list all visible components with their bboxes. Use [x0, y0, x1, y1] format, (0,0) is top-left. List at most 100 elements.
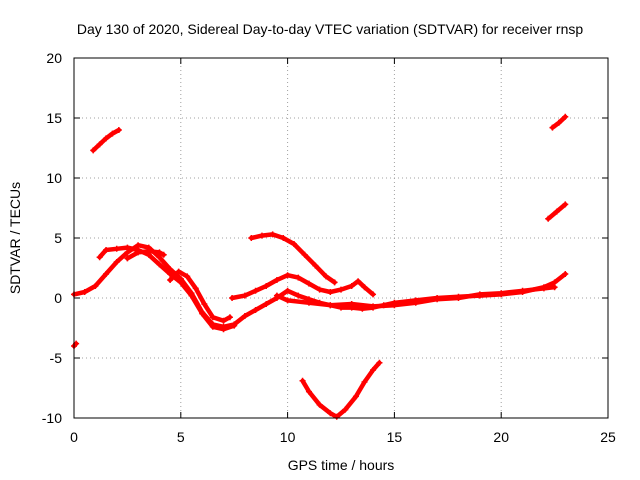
data-point [124, 244, 131, 251]
data-point [545, 215, 552, 222]
data-point [273, 277, 280, 283]
data-point [370, 303, 377, 310]
series-line [300, 360, 382, 420]
data-point [555, 119, 562, 126]
data-point [113, 245, 120, 252]
x-tick-label: 20 [493, 429, 509, 445]
data-point [316, 286, 323, 293]
data-point [338, 286, 344, 293]
data-point [199, 310, 206, 317]
data-point [562, 201, 569, 208]
data-point [252, 307, 259, 313]
data-marks [71, 113, 569, 420]
axis-ticks: 0 5 10 15 20 25 -10 -5 0 5 10 15 20 [42, 50, 616, 445]
data-point [291, 241, 298, 247]
data-point [167, 271, 174, 277]
chart-title: Day 130 of 2020, Sidereal Day-to-day VTE… [77, 21, 583, 37]
series-arc-5 [124, 248, 167, 262]
data-point [312, 262, 319, 269]
x-tick-label: 5 [177, 429, 185, 445]
data-point [177, 279, 184, 286]
series-arc-12 [549, 113, 569, 131]
data-point [156, 261, 163, 268]
data-point [263, 283, 270, 289]
data-point [327, 410, 334, 417]
data-point [90, 147, 97, 154]
y-tick-label: -10 [42, 410, 62, 426]
data-point [96, 254, 103, 261]
data-point [333, 413, 340, 420]
data-point [305, 299, 312, 306]
data-point [231, 322, 238, 329]
series-arc-6 [167, 268, 233, 324]
data-point [103, 247, 110, 253]
x-tick-label: 25 [600, 429, 616, 445]
data-point [92, 283, 99, 289]
data-point [295, 292, 302, 299]
data-point [370, 367, 377, 373]
data-point [455, 295, 462, 301]
data-point [299, 377, 306, 384]
data-point [519, 287, 526, 294]
series-arc-11 [545, 201, 569, 222]
data-point [284, 297, 291, 304]
data-point [145, 248, 152, 255]
data-point [376, 359, 383, 366]
data-point [498, 290, 505, 297]
data-point [391, 302, 398, 309]
data-point [103, 135, 110, 142]
data-point [226, 314, 233, 321]
data-point [209, 314, 216, 321]
data-point [81, 289, 88, 295]
data-point [109, 130, 116, 137]
series-arc-1 [71, 340, 80, 349]
data-point [301, 251, 308, 258]
data-point [229, 295, 236, 301]
data-point [284, 272, 291, 279]
y-tick-label: 10 [46, 170, 62, 186]
series-line [71, 242, 568, 330]
data-point [549, 124, 556, 131]
data-point [476, 291, 483, 298]
data-point [348, 301, 355, 307]
series-arc-9 [273, 284, 558, 310]
data-point [167, 277, 174, 283]
y-tick-label: 15 [46, 110, 62, 126]
data-point [361, 284, 368, 291]
data-point [248, 235, 255, 241]
data-point [124, 255, 131, 262]
data-point [295, 274, 302, 281]
series-arc-8 [248, 231, 338, 286]
data-point [348, 283, 355, 289]
data-point [252, 287, 259, 294]
data-point [184, 273, 191, 280]
data-point [361, 379, 368, 385]
data-point [269, 231, 276, 238]
y-axis-label: SDTVAR / TECUs [7, 182, 23, 294]
data-point [241, 292, 248, 299]
data-point [316, 401, 323, 408]
data-point [135, 249, 142, 256]
data-point [258, 232, 265, 239]
x-axis-label: GPS time / hours [288, 457, 395, 473]
data-point [342, 406, 349, 413]
data-point [434, 296, 441, 303]
data-point [192, 285, 199, 292]
data-point [175, 268, 182, 275]
y-tick-label: 5 [54, 230, 62, 246]
data-point [562, 113, 569, 120]
series-arc-7 [229, 272, 377, 301]
data-point [103, 271, 110, 277]
data-point [305, 388, 312, 395]
data-point [115, 127, 122, 133]
data-point [327, 289, 334, 295]
y-tick-label: 0 [54, 290, 62, 306]
data-point [220, 317, 227, 324]
data-point [412, 299, 419, 306]
y-tick-label: -5 [50, 350, 63, 366]
data-point [188, 292, 195, 299]
data-point [156, 249, 163, 256]
data-point [370, 291, 377, 298]
data-point [160, 251, 167, 258]
